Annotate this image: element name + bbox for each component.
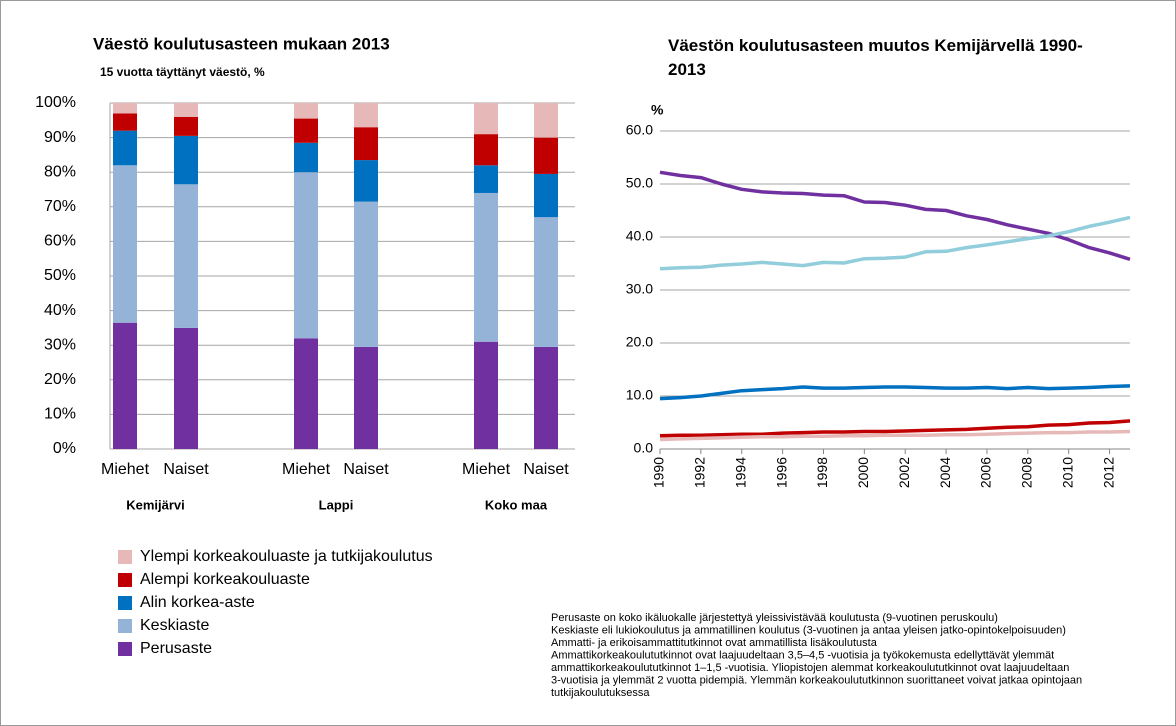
line-series bbox=[659, 419, 1131, 438]
x-tick-label: 2006 bbox=[978, 457, 994, 488]
bar-segment bbox=[534, 137, 558, 174]
x-tick-label: 1994 bbox=[732, 457, 748, 488]
bar-segment bbox=[294, 172, 318, 339]
line-series bbox=[659, 170, 1131, 261]
y-tick-label: 20.0 bbox=[626, 334, 653, 350]
x-tick-label: Naiset bbox=[343, 461, 389, 478]
bar-segment bbox=[294, 142, 318, 173]
y-tick-label: 70% bbox=[44, 198, 76, 215]
bar-segment bbox=[354, 103, 378, 128]
x-tick-label: 1992 bbox=[692, 457, 708, 488]
y-axis-label: % bbox=[651, 102, 664, 118]
y-tick-label: 90% bbox=[44, 129, 76, 146]
y-tick-label: 20% bbox=[44, 371, 76, 388]
bar-segment bbox=[174, 103, 198, 117]
bar-segment bbox=[174, 135, 198, 185]
legend-swatch bbox=[118, 642, 132, 656]
x-tick-label: 2004 bbox=[937, 457, 953, 488]
bar-segment bbox=[113, 165, 137, 323]
bar-segment bbox=[534, 103, 558, 138]
y-tick-label: 0% bbox=[53, 440, 76, 457]
chart-subtitle: 15 vuotta täyttänyt väestö, % bbox=[100, 65, 265, 79]
footnote-line: Ammattikorkeakoulututkinnot ovat laajuud… bbox=[551, 649, 1054, 661]
legend-label: Alin korkea-aste bbox=[140, 594, 255, 611]
y-tick-label: 60.0 bbox=[626, 122, 653, 138]
bar-segment bbox=[294, 103, 318, 119]
bar-segment bbox=[354, 127, 378, 161]
y-tick-label: 30.0 bbox=[626, 281, 653, 297]
bar-segment bbox=[354, 201, 378, 347]
legend-label: Alempi korkeakouluaste bbox=[140, 571, 310, 588]
legend-label: Ylempi korkeakouluaste ja tutkijakoulutu… bbox=[140, 548, 433, 565]
x-tick-label: 1996 bbox=[773, 457, 789, 488]
bar-segment bbox=[474, 192, 498, 342]
legend-label: Keskiaste bbox=[140, 617, 209, 634]
y-tick-label: 60% bbox=[44, 233, 76, 250]
legend-swatch bbox=[118, 596, 132, 610]
chart-title: Väestön koulutusasteen muutos Kemijärvel… bbox=[668, 36, 1083, 79]
legend-swatch bbox=[118, 550, 132, 564]
x-tick-label: Naiset bbox=[523, 461, 569, 478]
y-tick-label: 40% bbox=[44, 302, 76, 319]
line-series bbox=[659, 429, 1131, 442]
x-tick-label: 2012 bbox=[1100, 457, 1116, 488]
group-label: Koko maa bbox=[485, 497, 548, 512]
bar-segment bbox=[174, 116, 198, 136]
y-tick-label: 30% bbox=[44, 336, 76, 353]
legend-swatch bbox=[118, 573, 132, 587]
bar-segment bbox=[113, 103, 137, 114]
y-tick-label: 0.0 bbox=[634, 440, 654, 456]
x-tick-label: 2010 bbox=[1059, 457, 1075, 488]
y-tick-label: 40.0 bbox=[626, 228, 653, 244]
y-tick-label: 10.0 bbox=[626, 387, 653, 403]
x-tick-label: Miehet bbox=[462, 461, 511, 478]
line-series bbox=[659, 215, 1131, 271]
x-tick-label: Naiset bbox=[163, 461, 209, 478]
x-tick-label: Miehet bbox=[101, 461, 150, 478]
chart-title: Väestö koulutusasteen mukaan 2013 bbox=[93, 34, 390, 53]
bar-segment bbox=[113, 322, 137, 449]
bar-segment bbox=[113, 113, 137, 131]
bar-segment bbox=[174, 327, 198, 449]
bar-segment bbox=[113, 130, 137, 166]
x-tick-label: 2000 bbox=[855, 457, 871, 488]
line-series bbox=[659, 384, 1131, 401]
legend-swatch bbox=[118, 619, 132, 633]
footnote-line: tutkijakoulutuksessa bbox=[551, 687, 650, 699]
bar-segment bbox=[534, 173, 558, 218]
footnote-line: ammattikorkeakoulututkinnot 1–1,5 -vuoti… bbox=[551, 662, 1069, 674]
bar-segment bbox=[474, 134, 498, 166]
bar-segment bbox=[474, 341, 498, 449]
footnote-line: Keskiaste eli lukiokoulutus ja ammatilli… bbox=[551, 624, 1066, 636]
x-tick-label: 2002 bbox=[896, 457, 912, 488]
y-tick-label: 50% bbox=[44, 267, 76, 284]
x-tick-label: 1990 bbox=[651, 457, 667, 488]
bar-segment bbox=[294, 338, 318, 449]
x-tick-label: 2008 bbox=[1019, 457, 1035, 488]
bar-segment bbox=[354, 160, 378, 202]
bar-segment bbox=[294, 118, 318, 143]
y-tick-label: 100% bbox=[35, 94, 76, 111]
bar-segment bbox=[534, 346, 558, 449]
x-tick-label: Miehet bbox=[282, 461, 331, 478]
bar-segment bbox=[174, 184, 198, 328]
bar-segment bbox=[354, 346, 378, 449]
bar-segment bbox=[534, 217, 558, 347]
y-tick-label: 50.0 bbox=[626, 175, 653, 191]
footnote-line: 3-vuotisia ja ylemmät 2 vuotta pidempiä.… bbox=[551, 674, 1082, 686]
x-tick-label: 1998 bbox=[814, 457, 830, 488]
footnote-line: Perusaste on koko ikäluokalle järjestett… bbox=[551, 612, 998, 624]
group-label: Kemijärvi bbox=[126, 497, 185, 512]
bar-segment bbox=[474, 103, 498, 135]
legend-label: Perusaste bbox=[140, 640, 212, 657]
y-tick-label: 10% bbox=[44, 406, 76, 423]
footnote-line: Ammatti- ja erikoisammattitutkinnot ovat… bbox=[551, 637, 878, 649]
bar-segment bbox=[474, 165, 498, 193]
y-tick-label: 80% bbox=[44, 163, 76, 180]
group-label: Lappi bbox=[319, 497, 354, 512]
